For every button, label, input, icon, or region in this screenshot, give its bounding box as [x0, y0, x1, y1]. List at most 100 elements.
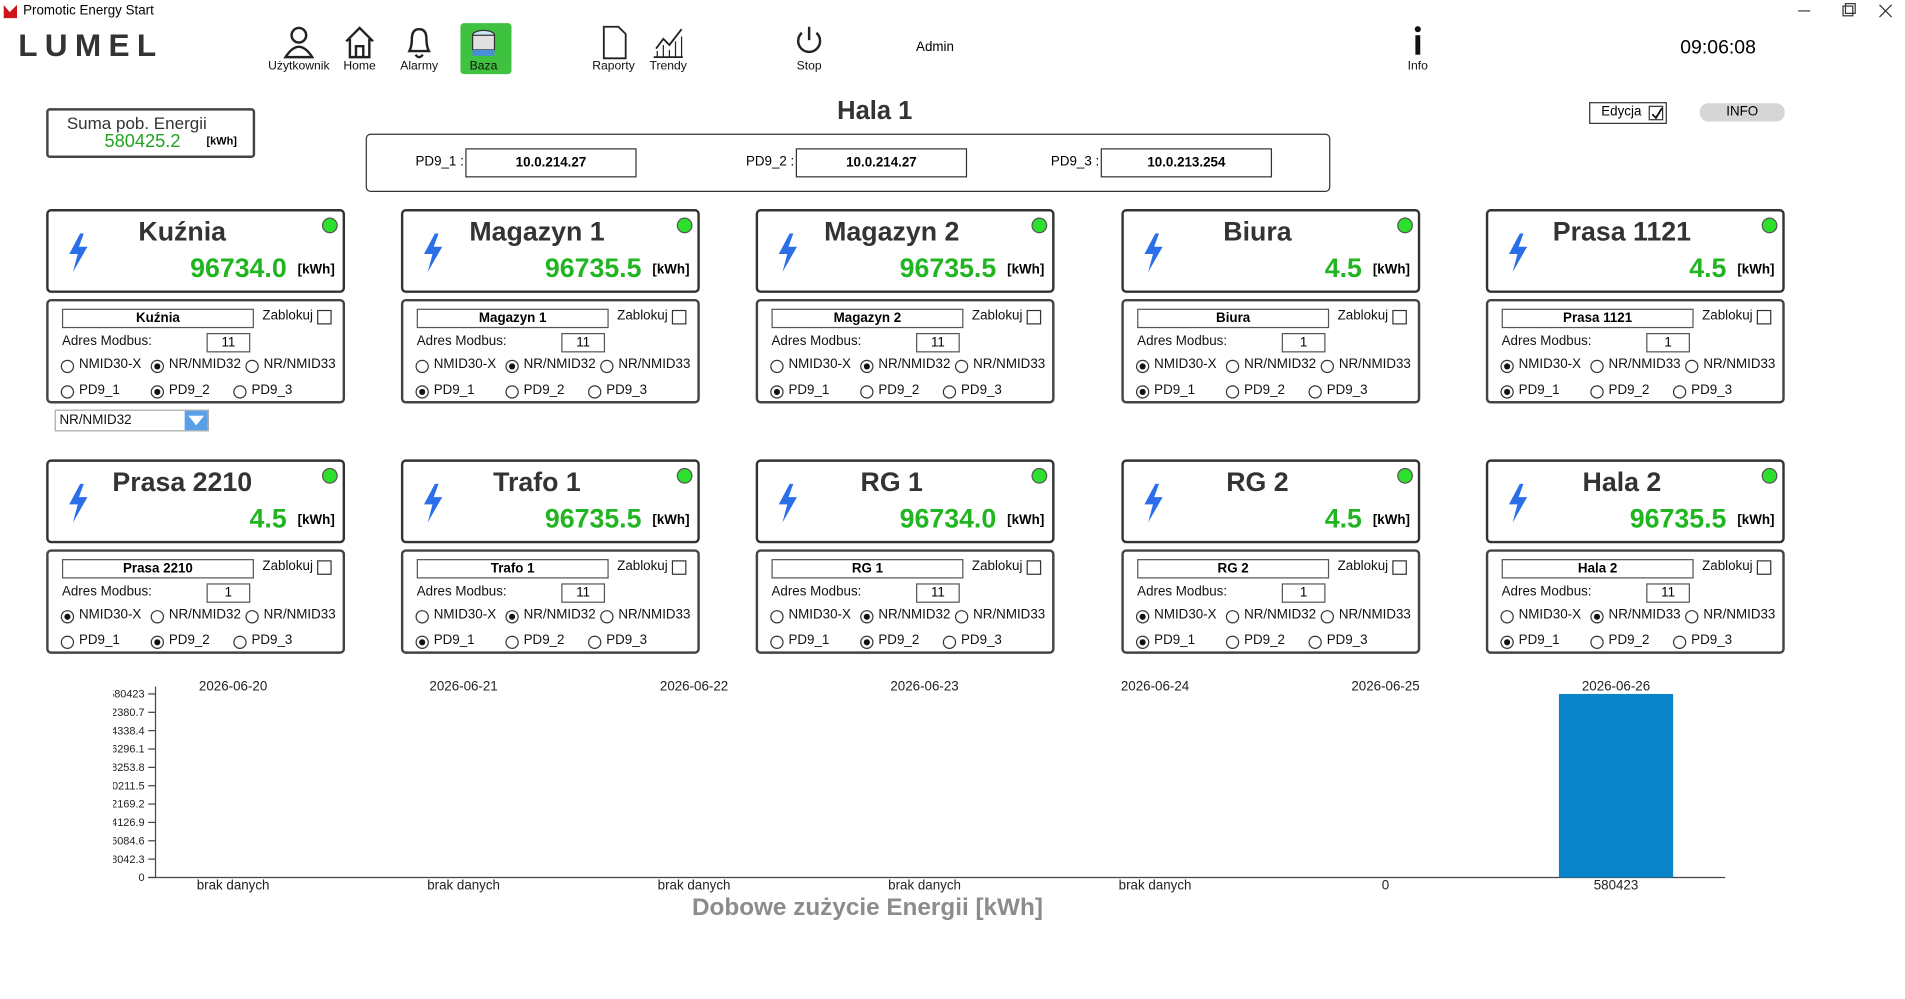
device-radio[interactable] — [1320, 610, 1334, 624]
device-radio[interactable] — [600, 359, 614, 374]
toolbar-button[interactable]: Użytkownik — [268, 59, 330, 73]
name-field[interactable]: Hala 2 — [1501, 559, 1694, 579]
port-radio[interactable] — [1590, 385, 1604, 399]
toolbar-button[interactable]: Alarmy — [400, 59, 439, 73]
device-radio[interactable] — [60, 359, 75, 374]
dropdown-arrow[interactable] — [184, 410, 208, 431]
device-radio[interactable] — [245, 359, 259, 374]
device-radio[interactable] — [954, 610, 969, 624]
port-radio[interactable] — [1225, 635, 1240, 649]
port-radio[interactable] — [60, 385, 75, 399]
modbus-field[interactable]: 11 — [206, 333, 251, 353]
lock-checkbox[interactable] — [317, 560, 332, 575]
device-radio[interactable] — [150, 359, 165, 374]
port-radio[interactable] — [1590, 635, 1604, 649]
name-field[interactable]: Kuźnia — [61, 308, 254, 329]
toolbar-button[interactable]: Trendy — [649, 59, 687, 73]
device-radio[interactable] — [770, 359, 784, 374]
toolbar-button[interactable]: Baza — [469, 59, 498, 73]
lock-checkbox[interactable] — [1392, 560, 1407, 575]
device-dropdown[interactable]: NR/NMID32 — [54, 409, 209, 432]
name-field[interactable]: Biura — [1137, 308, 1330, 329]
name-field[interactable]: Prasa 1121 — [1501, 308, 1694, 329]
name-field[interactable]: Trafo 1 — [416, 559, 609, 579]
device-radio[interactable] — [860, 359, 874, 374]
name-field[interactable]: RG 2 — [1137, 559, 1330, 579]
port-radio[interactable] — [60, 635, 75, 649]
name-field[interactable]: Magazyn 2 — [771, 308, 964, 329]
modbus-field[interactable]: 1 — [1281, 583, 1326, 603]
toolbar-button[interactable]: Home — [343, 59, 376, 73]
lock-checkbox[interactable] — [317, 309, 332, 325]
device-radio[interactable] — [505, 610, 519, 624]
device-radio[interactable] — [1225, 610, 1240, 624]
name-field[interactable]: RG 1 — [771, 559, 964, 579]
port-radio[interactable] — [1135, 635, 1150, 649]
device-radio[interactable] — [1320, 359, 1334, 374]
port-radio[interactable] — [1500, 385, 1514, 399]
modbus-field[interactable]: 1 — [1281, 333, 1326, 353]
port-radio[interactable] — [1500, 635, 1514, 649]
modbus-field[interactable]: 1 — [206, 583, 251, 603]
port-radio[interactable] — [588, 385, 602, 399]
modbus-field[interactable]: 11 — [561, 333, 606, 353]
port-radio[interactable] — [415, 385, 429, 399]
port-radio[interactable] — [150, 635, 165, 649]
port-radio[interactable] — [942, 635, 957, 649]
ip-field[interactable]: 10.0.214.27 — [795, 148, 968, 178]
port-radio[interactable] — [1672, 385, 1687, 399]
device-radio[interactable] — [1590, 359, 1604, 374]
device-radio[interactable] — [1225, 359, 1240, 374]
port-radio[interactable] — [233, 385, 247, 399]
device-radio[interactable] — [415, 610, 429, 624]
device-radio[interactable] — [1135, 359, 1150, 374]
lock-checkbox[interactable] — [1026, 560, 1042, 575]
port-radio[interactable] — [1672, 635, 1687, 649]
port-radio[interactable] — [1308, 385, 1322, 399]
toolbar-button[interactable]: Stop — [796, 59, 822, 73]
device-radio[interactable] — [60, 610, 75, 624]
port-radio[interactable] — [1135, 385, 1150, 399]
toolbar-button[interactable]: Raporty — [592, 59, 635, 73]
port-radio[interactable] — [770, 635, 784, 649]
lock-checkbox[interactable] — [1026, 309, 1042, 325]
ip-field[interactable]: 10.0.214.27 — [465, 148, 637, 178]
ip-field[interactable]: 10.0.213.254 — [1100, 148, 1273, 178]
port-radio[interactable] — [1308, 635, 1322, 649]
lock-checkbox[interactable] — [1392, 309, 1407, 325]
device-radio[interactable] — [1590, 610, 1604, 624]
name-field[interactable]: Prasa 2210 — [61, 559, 254, 579]
lock-checkbox[interactable] — [1756, 560, 1772, 575]
device-radio[interactable] — [770, 610, 784, 624]
port-radio[interactable] — [505, 385, 519, 399]
port-radio[interactable] — [415, 635, 429, 649]
device-radio[interactable] — [1685, 610, 1699, 624]
port-radio[interactable] — [233, 635, 247, 649]
port-radio[interactable] — [1225, 385, 1240, 399]
port-radio[interactable] — [770, 385, 784, 399]
modbus-field[interactable]: 11 — [916, 583, 960, 603]
port-radio[interactable] — [588, 635, 602, 649]
name-field[interactable]: Magazyn 1 — [416, 308, 609, 329]
lock-checkbox[interactable] — [1756, 309, 1772, 325]
device-radio[interactable] — [1685, 359, 1699, 374]
device-radio[interactable] — [860, 610, 874, 624]
port-radio[interactable] — [942, 385, 957, 399]
device-radio[interactable] — [150, 610, 165, 624]
device-radio[interactable] — [415, 359, 429, 374]
toolbar-button[interactable]: Info — [1407, 59, 1428, 73]
device-radio[interactable] — [245, 610, 259, 624]
modbus-field[interactable]: 11 — [561, 583, 606, 603]
lock-checkbox[interactable] — [671, 560, 687, 575]
port-radio[interactable] — [505, 635, 519, 649]
device-radio[interactable] — [600, 610, 614, 624]
device-radio[interactable] — [1500, 610, 1514, 624]
info-button[interactable]: INFO — [1699, 103, 1785, 122]
lock-checkbox[interactable] — [671, 309, 687, 325]
port-radio[interactable] — [860, 385, 874, 399]
modbus-field[interactable]: 11 — [1646, 583, 1690, 603]
port-radio[interactable] — [860, 635, 874, 649]
modbus-field[interactable]: 1 — [1646, 333, 1690, 353]
port-radio[interactable] — [150, 385, 165, 399]
device-radio[interactable] — [1500, 359, 1514, 374]
